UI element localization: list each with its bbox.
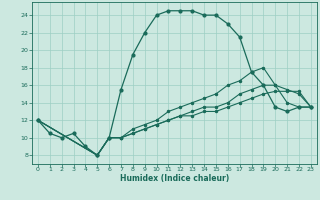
X-axis label: Humidex (Indice chaleur): Humidex (Indice chaleur) bbox=[120, 174, 229, 183]
